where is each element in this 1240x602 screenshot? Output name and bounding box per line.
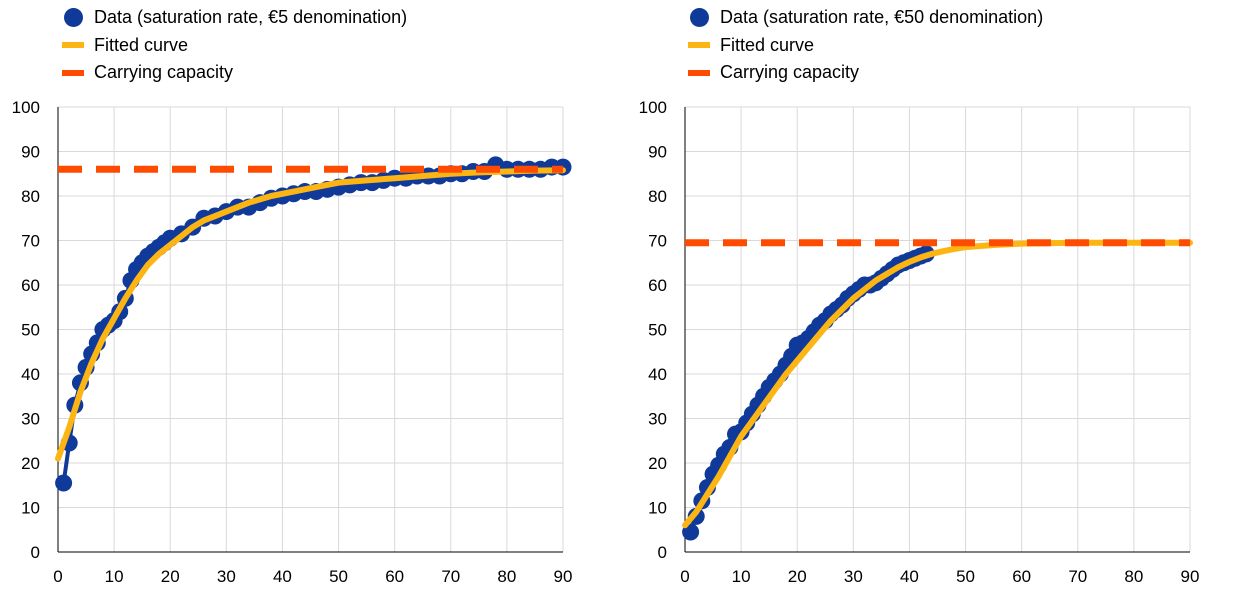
legend-marker-capacity — [688, 69, 710, 76]
x-tick-label: 0 — [680, 567, 689, 586]
y-tick-label: 50 — [648, 321, 667, 340]
legend-left: Data (saturation rate, €5 denomination) … — [54, 4, 407, 87]
legend-marker-data — [689, 8, 709, 28]
x-tick-label: 90 — [554, 567, 573, 586]
y-tick-label: 90 — [648, 143, 667, 162]
x-tick-label: 10 — [105, 567, 124, 586]
y-tick-label: 60 — [648, 276, 667, 295]
y-tick-label: 80 — [648, 187, 667, 206]
legend-item-fit: Fitted curve — [54, 32, 407, 60]
x-tick-label: 70 — [1068, 567, 1087, 586]
legend-item-capacity: Carrying capacity — [54, 59, 407, 87]
x-tick-label: 50 — [329, 567, 348, 586]
legend-label-capacity: Carrying capacity — [720, 62, 860, 83]
chart-left-plot: 0 10 20 30 40 50 60 70 80 90 100 0 10 20 30 40 50 60 70 80 9… — [12, 98, 573, 586]
y-tick-label: 90 — [21, 143, 40, 162]
x-tick-label: 10 — [732, 567, 751, 586]
legend-label-capacity: Carrying capacity — [94, 62, 234, 83]
legend-marker-data — [63, 8, 83, 28]
chart-right-plot: 0 10 20 30 40 50 60 70 80 90 100 0 10 20 30 40 50 60 70 80 9… — [639, 98, 1200, 586]
legend-label-data: Data (saturation rate, €5 denomination) — [94, 7, 408, 28]
legend-marker-capacity — [62, 69, 84, 76]
legend-label-fit: Fitted curve — [94, 34, 189, 55]
x-tick-label: 30 — [844, 567, 863, 586]
x-tick-label: 70 — [441, 567, 460, 586]
y-tick-label: 40 — [648, 365, 667, 384]
x-tick-label: 80 — [497, 567, 516, 586]
x-tick-label: 60 — [385, 567, 404, 586]
legend-marker-fit — [688, 42, 710, 49]
y-tick-label: 10 — [648, 499, 667, 518]
legend-item-fit: Fitted curve — [680, 32, 1043, 60]
chart-panel-left: 0 10 20 30 40 50 60 70 80 90 100 0 10 20 30 40 50 60 70 80 9… — [12, 4, 573, 586]
x-tick-label: 20 — [161, 567, 180, 586]
y-tick-label: 0 — [31, 543, 40, 562]
y-tick-label: 70 — [648, 232, 667, 251]
data-series-line — [61, 162, 563, 484]
x-tick-label: 40 — [273, 567, 292, 586]
y-tick-label: 20 — [648, 454, 667, 473]
y-tick-label: 70 — [21, 232, 40, 251]
y-tick-label: 100 — [12, 98, 40, 117]
x-tick-label: 30 — [217, 567, 236, 586]
x-tick-label: 80 — [1124, 567, 1143, 586]
y-tick-label: 80 — [21, 187, 40, 206]
y-tick-label: 30 — [648, 410, 667, 429]
x-tick-label: 90 — [1181, 567, 1200, 586]
y-tick-label: 50 — [21, 321, 40, 340]
x-tick-label: 0 — [53, 567, 62, 586]
x-tick-label: 60 — [1012, 567, 1031, 586]
y-tick-label: 0 — [658, 543, 667, 562]
chart-panel-right: 0 10 20 30 40 50 60 70 80 90 100 0 10 20 30 40 50 60 70 80 9… — [626, 0, 1240, 602]
y-tick-label: 100 — [639, 98, 667, 117]
x-tick-label: 50 — [956, 567, 975, 586]
data-point — [55, 474, 73, 492]
legend-marker-fit — [62, 42, 84, 49]
y-tick-label: 40 — [21, 365, 40, 384]
legend-label-data: Data (saturation rate, €50 denomination) — [720, 7, 1044, 28]
fitted-curve-line — [55, 167, 566, 462]
x-tick-label: 40 — [900, 567, 919, 586]
data-series-line — [688, 251, 928, 533]
legend-item-data: Data (saturation rate, €5 denomination) — [54, 4, 407, 32]
legend-label-fit: Fitted curve — [720, 34, 815, 55]
x-tick-label: 20 — [788, 567, 807, 586]
legend-right: Data (saturation rate, €50 denomination)… — [680, 4, 1043, 87]
legend-item-data: Data (saturation rate, €50 denomination) — [680, 4, 1043, 32]
y-tick-label: 20 — [21, 454, 40, 473]
y-tick-label: 10 — [21, 499, 40, 518]
y-tick-label: 60 — [21, 276, 40, 295]
y-tick-label: 30 — [21, 410, 40, 429]
legend-item-capacity: Carrying capacity — [680, 59, 1043, 87]
